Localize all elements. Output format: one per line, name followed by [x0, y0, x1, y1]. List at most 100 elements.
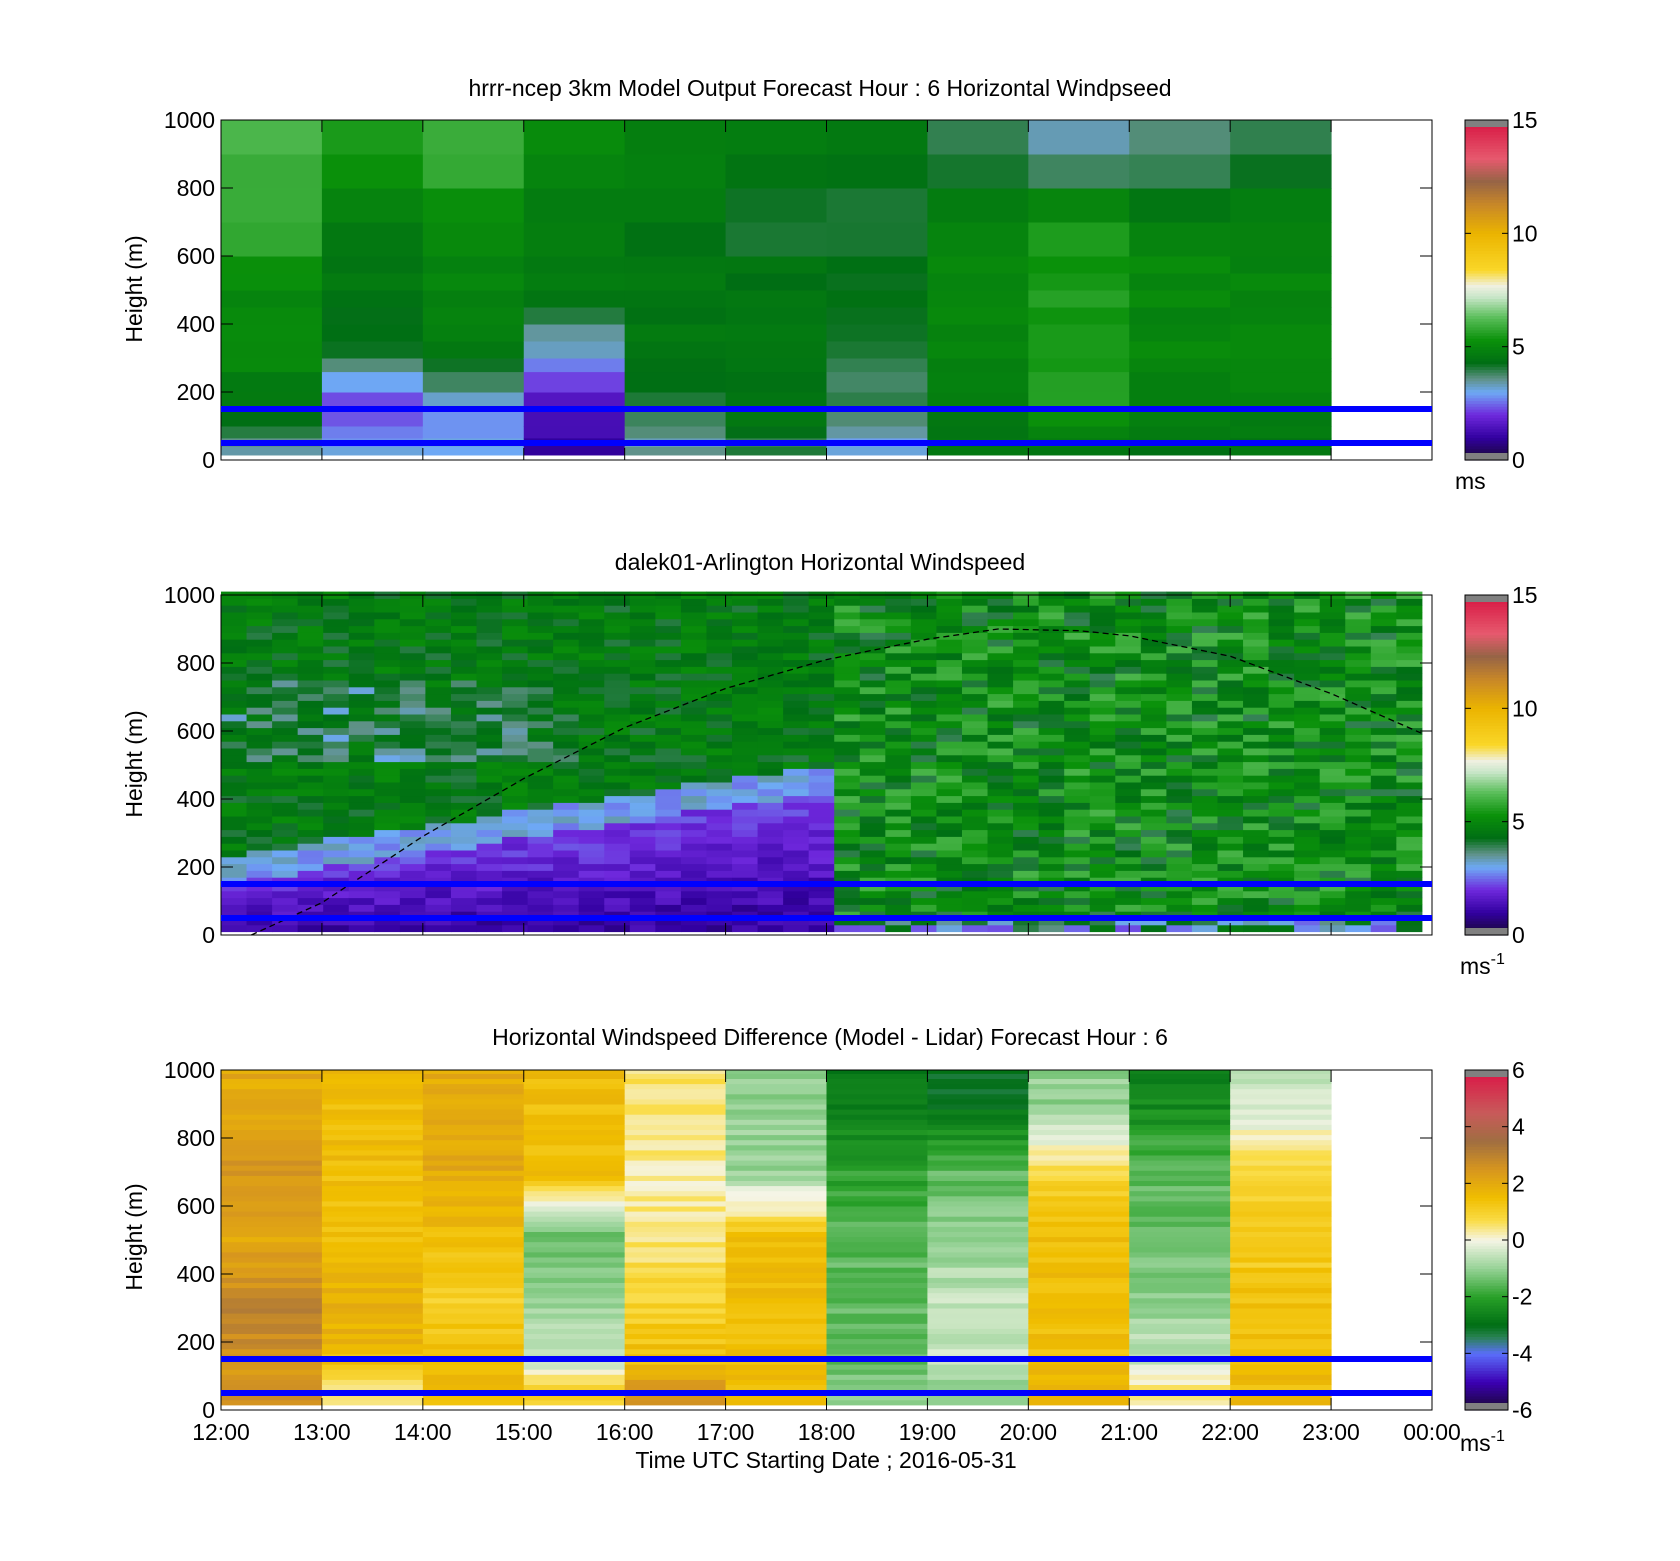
- panel-difference-heatmap: [221, 1070, 1332, 1406]
- heatmap-cell: [783, 741, 810, 749]
- heatmap-cell: [826, 1165, 928, 1171]
- heatmap-cell: [221, 1338, 323, 1345]
- heatmap-cell: [680, 707, 707, 715]
- heatmap-cell: [1038, 904, 1065, 912]
- heatmap-cell: [321, 1297, 424, 1304]
- heatmap-cell: [1028, 324, 1130, 342]
- heatmap-cell: [374, 761, 401, 769]
- heatmap-cell: [604, 612, 631, 620]
- heatmap-cell: [1028, 1374, 1130, 1380]
- heatmap-cell: [272, 605, 299, 613]
- heatmap-cell: [680, 680, 707, 688]
- colorbar-cell: [1465, 151, 1508, 155]
- heatmap-cell: [425, 877, 452, 885]
- heatmap-cell: [927, 256, 1029, 274]
- heatmap-cell: [425, 856, 452, 865]
- colorbar-cell: [1465, 915, 1508, 919]
- colorbar-cell: [1465, 801, 1508, 806]
- heatmap-cell: [655, 890, 682, 899]
- heatmap-cell: [834, 761, 861, 769]
- heatmap-cell: [706, 632, 733, 640]
- heatmap-cell: [221, 1124, 323, 1130]
- heatmap-cell: [1166, 754, 1193, 763]
- heatmap-cell: [961, 618, 989, 627]
- heatmap-cell: [553, 748, 580, 756]
- heatmap-cell: [527, 652, 554, 661]
- heatmap-cell: [936, 652, 963, 661]
- heatmap-cell: [476, 775, 503, 783]
- heatmap-cell: [624, 1328, 727, 1334]
- heatmap-cell: [1243, 734, 1270, 742]
- heatmap-cell: [272, 734, 299, 742]
- heatmap-cell: [321, 1139, 424, 1146]
- heatmap-cell: [885, 632, 912, 640]
- colorbar-cell: [1465, 1172, 1508, 1176]
- heatmap-cell: [1370, 822, 1397, 831]
- heatmap-cell: [1129, 1257, 1231, 1263]
- heatmap-cell: [399, 850, 426, 858]
- heatmap-cell: [859, 720, 886, 729]
- heatmap-cell: [604, 904, 631, 912]
- heatmap-cell: [1191, 911, 1218, 919]
- heatmap-cell: [1166, 748, 1193, 756]
- heatmap-cell: [272, 863, 299, 871]
- heatmap-cell: [927, 1338, 1029, 1345]
- heatmap-cell: [1191, 924, 1218, 933]
- heatmap-cell: [578, 625, 605, 633]
- heatmap-cell: [272, 612, 299, 620]
- heatmap-cell: [1191, 686, 1218, 695]
- heatmap-cell: [1166, 775, 1193, 783]
- heatmap-cell: [221, 618, 248, 627]
- heatmap-cell: [246, 775, 273, 783]
- heatmap-cell: [1191, 863, 1218, 871]
- heatmap-cell: [936, 754, 963, 763]
- heatmap-cell: [1319, 924, 1346, 933]
- heatmap-cell: [1089, 625, 1116, 633]
- heatmap-cell: [578, 605, 605, 613]
- heatmap-cell: [1089, 646, 1116, 654]
- heatmap-cell: [1089, 897, 1116, 905]
- heatmap-cell: [1191, 714, 1218, 722]
- heatmap-cell: [1013, 802, 1040, 810]
- heatmap-cell: [655, 734, 682, 742]
- heatmap-cell: [1370, 700, 1397, 708]
- heatmap-cell: [399, 680, 426, 688]
- colorbar-cell: [1465, 1288, 1508, 1292]
- heatmap-cell: [1089, 727, 1116, 735]
- heatmap-cell: [553, 775, 580, 783]
- heatmap-cell: [1140, 795, 1167, 803]
- colorbar-cell: [1465, 1359, 1508, 1363]
- colorbar-cell: [1465, 1254, 1508, 1258]
- heatmap-cell: [1115, 802, 1142, 810]
- heatmap-cell: [476, 761, 503, 769]
- heatmap-cell: [1028, 222, 1130, 257]
- colorbar-cell: [1465, 603, 1508, 607]
- heatmap-cell: [1013, 863, 1040, 871]
- heatmap-cell: [629, 754, 656, 763]
- heatmap-cell: [527, 822, 554, 831]
- heatmap-cell: [961, 911, 989, 919]
- heatmap-cell: [1396, 605, 1423, 613]
- heatmap-cell: [1230, 1318, 1332, 1324]
- colorbar-cell: [1465, 844, 1508, 848]
- heatmap-cell: [910, 802, 937, 810]
- colorbar-cell: [1465, 145, 1508, 149]
- heatmap-cell: [783, 693, 810, 701]
- heatmap-cell: [1115, 782, 1142, 790]
- heatmap-cell: [1243, 741, 1270, 749]
- heatmap-cell: [374, 693, 401, 701]
- heatmap-cell: [374, 904, 401, 912]
- heatmap-cell: [1396, 856, 1423, 865]
- heatmap-cell: [1230, 120, 1332, 155]
- heatmap-cell: [757, 822, 784, 831]
- heatmap-cell: [987, 598, 1014, 606]
- heatmap-cell: [624, 290, 727, 308]
- heatmap-cell: [523, 446, 626, 456]
- heatmap-cell: [1230, 256, 1332, 274]
- heatmap-cell: [859, 761, 886, 769]
- heatmap-cell: [422, 392, 525, 410]
- heatmap-cell: [1064, 890, 1091, 899]
- heatmap-cell: [425, 924, 452, 933]
- heatmap-cell: [297, 890, 324, 899]
- heatmap-cell: [425, 748, 452, 756]
